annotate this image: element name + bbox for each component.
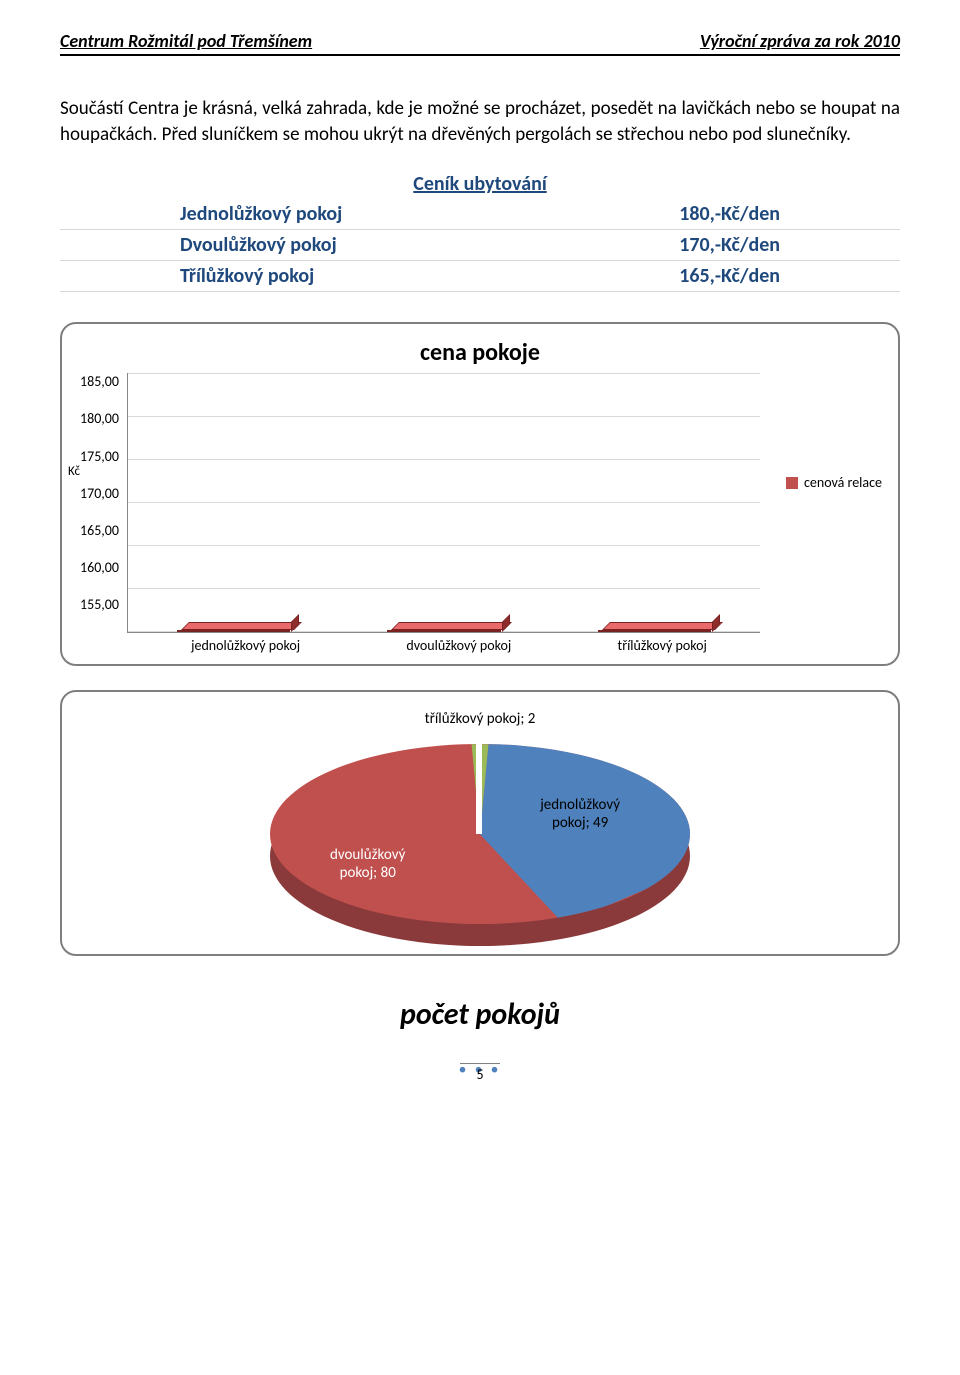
legend-label: cenová relace [804, 474, 882, 491]
bar-chart-title: cena pokoje [80, 338, 880, 367]
bar-chart-ylabel: Kč [68, 464, 80, 479]
price-row-value: 165,-Kč/den [531, 261, 900, 292]
price-row-label: Jednolůžkový pokoj [60, 199, 531, 230]
pie-label-top: třílůžkový pokoj; 2 [425, 710, 536, 728]
xtick: dvoulůžkový pokoj [406, 637, 511, 654]
bar-chart-x-labels: jednolůžkový pokoj dvoulůžkový pokoj tří… [138, 637, 760, 654]
xtick: třílůžkový pokoj [618, 637, 707, 654]
bar-chart-y-axis: 185,00 180,00 175,00 170,00 165,00 160,0… [80, 373, 127, 633]
ytick: 165,00 [80, 522, 119, 539]
pie-ellipse [270, 744, 690, 924]
bar-chart-legend: cenová relace [786, 474, 882, 491]
ytick: 185,00 [80, 373, 119, 390]
price-row-label: Třílůžkový pokoj [60, 261, 531, 292]
footer-title: počet pokojů [60, 996, 900, 1033]
bar [145, 630, 322, 632]
header-left: Centrum Rožmitál pod Třemšínem [60, 30, 312, 52]
ytick: 175,00 [80, 448, 119, 465]
legend-swatch-icon [786, 477, 798, 489]
pie-gap [476, 744, 482, 834]
page-header: Centrum Rožmitál pod Třemšínem Výroční z… [60, 30, 900, 56]
ytick: 155,00 [80, 596, 119, 613]
xtick: jednolůžkový pokoj [191, 637, 300, 654]
bars-container [128, 373, 760, 632]
price-table: Ceník ubytování Jednolůžkový pokoj 180,-… [60, 169, 900, 292]
page-number: 5 [60, 1066, 900, 1083]
ytick: 170,00 [80, 485, 119, 502]
pie-label-left-2: pokoj; 80 [340, 864, 396, 882]
pie-label-right-2: pokoj; 49 [552, 814, 608, 832]
bar-chart-plot [127, 373, 760, 633]
pie-label-right: jednolůžkový pokoj; 49 [540, 796, 620, 832]
ytick: 160,00 [80, 559, 119, 576]
pie-label-right-1: jednolůžkový [540, 796, 620, 814]
pie-chart: jednolůžkový pokoj; 49 dvoulůžkový pokoj… [270, 736, 690, 936]
pie-chart-box: třílůžkový pokoj; 2 jednolůžkový pokoj; … [60, 690, 900, 956]
bar [356, 630, 533, 632]
header-right: Výroční zpráva za rok 2010 [700, 30, 900, 52]
intro-paragraph: Součástí Centra je krásná, velká zahrada… [60, 96, 900, 147]
ytick: 180,00 [80, 410, 119, 427]
bar [566, 630, 743, 632]
price-row-value: 170,-Kč/den [531, 230, 900, 261]
price-row-label: Dvoulůžkový pokoj [60, 230, 531, 261]
price-table-title: Ceník ubytování [60, 169, 900, 199]
pie-label-left-1: dvoulůžkový [330, 846, 405, 864]
bar-chart-box: cena pokoje Kč 185,00 180,00 175,00 170,… [60, 322, 900, 666]
price-row-value: 180,-Kč/den [531, 199, 900, 230]
pie-label-left: dvoulůžkový pokoj; 80 [330, 846, 405, 882]
